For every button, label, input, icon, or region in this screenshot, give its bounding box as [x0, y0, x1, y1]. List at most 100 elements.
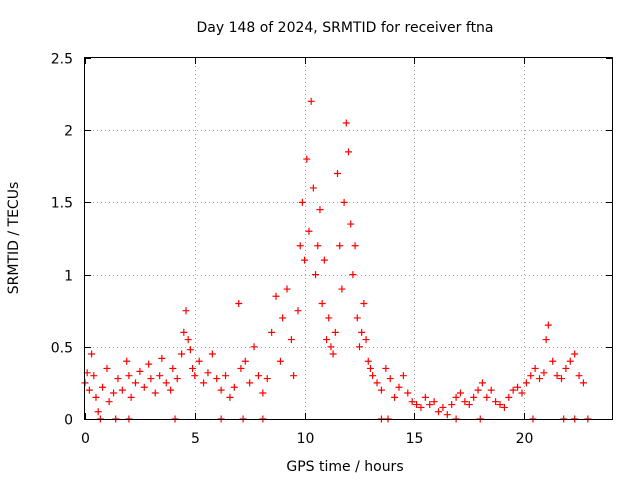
data-point-marker — [132, 379, 140, 387]
data-point-marker — [283, 285, 291, 293]
data-point-marker — [345, 148, 352, 156]
data-point-marker — [246, 379, 254, 387]
data-point-marker — [195, 357, 203, 365]
data-point-marker — [305, 227, 313, 235]
data-point-marker — [180, 328, 188, 336]
data-point-marker — [342, 119, 350, 127]
data-point-marker — [404, 389, 412, 397]
data-point-marker — [509, 386, 517, 394]
data-point-marker — [169, 364, 177, 372]
data-point-marker — [276, 357, 284, 365]
y-tick-label: 2.5 — [51, 52, 73, 68]
y-tick-label: 0 — [64, 413, 73, 429]
data-point-marker — [456, 389, 464, 397]
data-point-marker — [156, 372, 164, 380]
data-point-marker — [579, 379, 587, 387]
data-point-marker — [147, 375, 155, 383]
data-point-marker — [254, 372, 262, 380]
data-point-marker — [182, 307, 190, 315]
data-point-marker — [309, 184, 317, 192]
data-point-marker — [542, 336, 550, 344]
data-point-marker — [327, 343, 335, 351]
data-point-marker — [189, 364, 197, 372]
data-point-marker — [522, 379, 530, 387]
data-point-marker — [237, 364, 245, 372]
data-point-marker — [123, 357, 131, 365]
data-point-marker — [421, 393, 429, 401]
data-point-marker — [145, 360, 153, 368]
data-point-marker — [364, 357, 372, 365]
data-point-marker — [351, 242, 359, 250]
plot-frame — [84, 57, 613, 420]
data-point-marker — [90, 372, 98, 380]
data-point-marker — [250, 343, 258, 351]
data-point-marker — [483, 393, 491, 401]
data-point-marker — [140, 383, 148, 391]
data-point-marker — [336, 242, 344, 250]
data-point-marker — [294, 307, 302, 315]
y-axis-label: SRMTID / TECUs — [6, 182, 22, 295]
data-point-marker — [301, 256, 309, 264]
data-point-marker — [125, 372, 133, 380]
data-point-marker — [443, 411, 451, 419]
data-point-marker — [360, 299, 368, 307]
data-point-marker — [331, 328, 339, 336]
data-point-marker — [259, 389, 267, 397]
data-point-marker — [557, 375, 565, 383]
data-point-marker — [329, 350, 337, 358]
data-point-marker — [151, 389, 159, 397]
data-point-marker — [461, 398, 469, 406]
data-point-marker — [298, 198, 306, 206]
data-point-marker — [500, 403, 508, 411]
data-point-marker — [340, 198, 348, 206]
chart-title: Day 148 of 2024, SRMTID for receiver ftn… — [196, 20, 493, 36]
data-point-marker — [208, 350, 216, 358]
data-point-marker — [263, 375, 271, 383]
data-point-marker — [492, 398, 500, 406]
data-point-marker — [439, 403, 447, 411]
data-point-marker — [358, 328, 366, 336]
data-point-marker — [349, 271, 357, 279]
data-point-marker — [110, 389, 118, 397]
data-point-marker — [184, 336, 192, 344]
data-point-marker — [279, 314, 287, 322]
x-axis-label: GPS time / hours — [286, 459, 403, 475]
data-point-marker — [571, 350, 579, 358]
data-point-marker — [353, 314, 361, 322]
data-point-marker — [114, 375, 122, 383]
data-point-marker — [487, 386, 495, 394]
data-point-marker — [540, 369, 548, 377]
data-point-marker — [241, 357, 249, 365]
x-tick-label: 10 — [297, 431, 315, 447]
data-point-marker — [413, 401, 421, 409]
data-point-marker — [338, 285, 346, 293]
data-point-marker — [435, 408, 443, 416]
data-point-marker — [222, 372, 230, 380]
data-point-marker — [94, 408, 102, 416]
data-point-marker — [103, 364, 111, 372]
data-point-marker — [287, 336, 295, 344]
data-point-marker — [549, 357, 557, 365]
data-point-marker — [118, 386, 126, 394]
x-tick-label: 5 — [191, 431, 200, 447]
data-point-marker — [186, 346, 194, 354]
data-point-marker — [99, 383, 107, 391]
data-point-marker — [230, 383, 238, 391]
data-point-marker — [217, 386, 225, 394]
y-tick-label: 2 — [64, 124, 73, 140]
data-point-marker — [347, 220, 355, 228]
data-point-marker — [296, 242, 304, 250]
data-point-marker — [382, 364, 390, 372]
data-point-marker — [575, 372, 583, 380]
data-point-marker — [430, 398, 438, 406]
data-point-marker — [496, 401, 504, 409]
x-tick-label: 20 — [516, 431, 534, 447]
data-point-marker — [386, 375, 394, 383]
data-point-marker — [527, 372, 535, 380]
data-point-marker — [314, 242, 322, 250]
data-point-marker — [136, 367, 144, 375]
grid-layer — [85, 58, 612, 419]
data-point-marker — [235, 299, 243, 307]
data-point-marker — [173, 375, 181, 383]
data-point-marker — [536, 375, 544, 383]
